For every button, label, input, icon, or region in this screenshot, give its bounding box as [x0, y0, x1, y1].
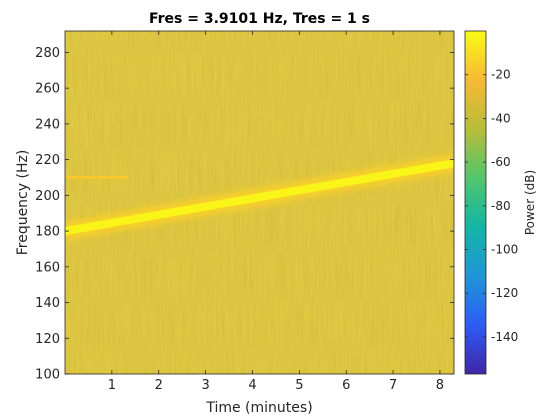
colorbar-scale — [464, 30, 487, 375]
colorbar-tick-label: -140 — [491, 330, 518, 344]
plot-area — [65, 31, 454, 374]
y-tick-label: 280 — [35, 46, 60, 61]
chirp-band — [65, 159, 454, 236]
x-tick-label: 6 — [342, 378, 350, 393]
colorbar-tick-label: -100 — [491, 242, 518, 256]
x-tick-label: 7 — [389, 378, 397, 393]
colorbar: -140 -120 -100 -80 -60 -40 -20 Power (dB) — [464, 30, 537, 375]
y-tick-label: 200 — [35, 189, 60, 204]
y-tick-label: 160 — [35, 260, 60, 275]
y-tick-label: 220 — [35, 153, 60, 168]
colorbar-label: Power (dB) — [523, 170, 537, 235]
y-axis: 100 120 140 160 180 200 220 240 260 280 — [35, 46, 454, 383]
x-tick-label: 4 — [248, 378, 256, 393]
y-tick-label: 240 — [35, 117, 60, 132]
x-axis: 1 2 3 4 5 6 7 8 — [108, 31, 444, 393]
chart-title: Fres = 3.9101 Hz, Tres = 1 s — [149, 11, 370, 27]
colorbar-tick-label: -60 — [491, 155, 511, 169]
colorbar-ticks: -140 -120 -100 -80 -60 -40 -20 — [465, 68, 518, 344]
colorbar-tick-label: -40 — [491, 111, 511, 125]
x-axis-label: Time (minutes) — [205, 400, 312, 416]
y-axis-label: Frequency (Hz) — [15, 150, 31, 256]
colorbar-tick-label: -80 — [491, 199, 511, 213]
y-tick-label: 120 — [35, 332, 60, 347]
x-tick-label: 3 — [201, 378, 209, 393]
x-tick-label: 2 — [155, 378, 163, 393]
colorbar-tick-label: -120 — [491, 286, 518, 300]
y-tick-label: 140 — [35, 296, 60, 311]
x-tick-label: 5 — [295, 378, 303, 393]
y-tick-label: 180 — [35, 225, 60, 240]
y-tick-label: 260 — [35, 82, 60, 97]
plot-frame — [64, 30, 455, 375]
colorbar-tick-label: -20 — [491, 68, 511, 82]
y-tick-label: 100 — [35, 368, 60, 383]
x-tick-label: 1 — [108, 378, 116, 393]
x-tick-label: 8 — [436, 378, 444, 393]
